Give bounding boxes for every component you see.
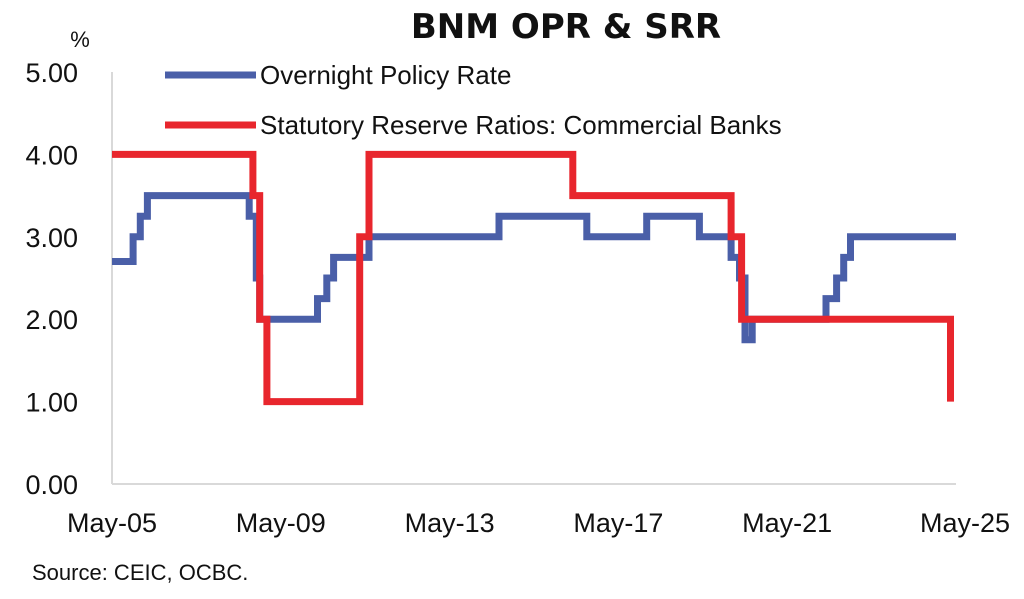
series-group [112,150,956,406]
y-tick-label: 5.00 [25,58,78,88]
y-tick-label: 1.00 [25,388,78,418]
y-tick-label: 0.00 [25,470,78,500]
y-axis-unit-label: % [70,27,90,52]
legend-label-srr: Statutory Reserve Ratios: Commercial Ban… [260,110,782,140]
x-tick-label: May-25 [920,508,1010,538]
legend-label-opr: Overnight Policy Rate [260,60,511,90]
x-tick-label: May-21 [742,508,832,538]
y-tick-label: 2.00 [25,305,78,335]
y-axis-ticks: 0.00 1.00 2.00 3.00 4.00 5.00 [25,58,78,500]
x-tick-label: May-13 [405,508,495,538]
series-line-srr [112,150,954,406]
x-axis-ticks: May-05 May-09 May-13 May-17 May-21 May-25 [67,508,1010,538]
chart-title: BNM OPR & SRR [411,7,721,47]
y-tick-label: 4.00 [25,140,78,170]
series-line-opr [112,192,956,344]
legend: Overnight Policy Rate Statutory Reserve … [165,60,782,140]
x-tick-label: May-09 [236,508,326,538]
x-tick-label: May-17 [573,508,663,538]
source-note: Source: CEIC, OCBC. [32,560,248,585]
x-tick-label: May-05 [67,508,157,538]
y-tick-label: 3.00 [25,223,78,253]
